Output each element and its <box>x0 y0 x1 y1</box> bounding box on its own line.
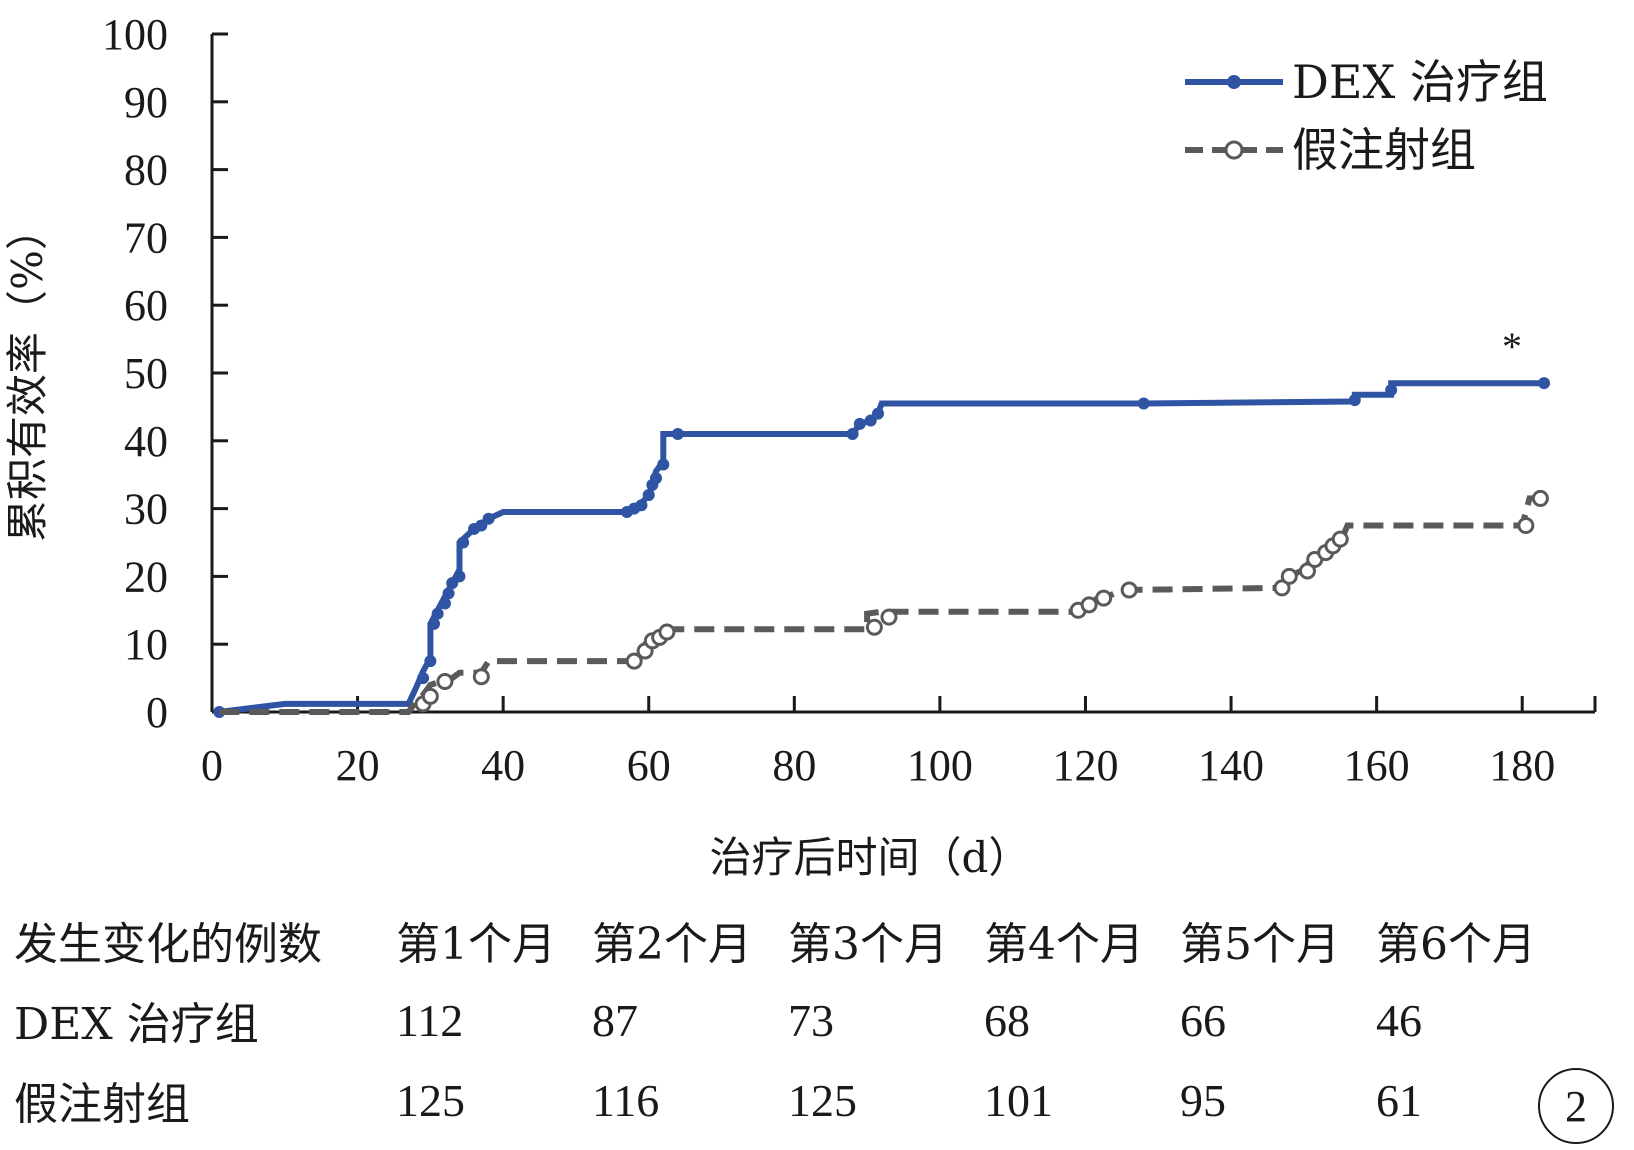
x-tick-label: 0 <box>201 741 223 790</box>
data-point <box>1095 589 1113 607</box>
table-header-cell: 第6个月 <box>1376 919 1536 970</box>
table-cell: 61 <box>1376 1074 1422 1126</box>
table-cell: 116 <box>592 1074 660 1126</box>
data-point <box>1137 397 1150 410</box>
data-point <box>453 570 466 583</box>
table-header-cell: 第1个月 <box>396 919 556 970</box>
table-row: DEX 治疗组 112 87 73 68 66 46 <box>14 980 1572 1060</box>
legend-label-dex: DEX 治疗组 <box>1292 55 1548 109</box>
x-tick-label: 160 <box>1344 741 1410 790</box>
data-point <box>1517 517 1535 535</box>
data-point <box>650 472 663 485</box>
data-point <box>872 407 885 420</box>
data-point <box>428 617 441 630</box>
data-point <box>472 668 490 686</box>
x-tick-label: 60 <box>627 741 671 790</box>
y-tick-label: 0 <box>146 688 168 737</box>
data-point <box>671 428 684 441</box>
data-point <box>657 458 670 471</box>
data-point <box>865 618 883 636</box>
data-point <box>1348 394 1361 407</box>
table-header-cell: 发生变化的例数 <box>14 919 322 970</box>
table-cell: 66 <box>1180 994 1226 1046</box>
table-cell: 87 <box>592 994 638 1046</box>
significance-marker: * <box>1502 324 1522 369</box>
data-point <box>417 672 430 685</box>
series-layer <box>213 377 1551 718</box>
panel-number-badge: 2 <box>1538 1068 1614 1144</box>
y-tick-label: 50 <box>124 349 168 398</box>
data-point <box>1080 596 1098 614</box>
legend-label-sham: 假注射组 <box>1292 123 1476 177</box>
y-tick-label: 90 <box>124 78 168 127</box>
data-point <box>1120 581 1138 599</box>
data-point <box>482 512 495 525</box>
x-axis-title: 治疗后时间（d） <box>710 833 1031 882</box>
data-point <box>1538 377 1551 390</box>
table-row: 假注射组 125 116 125 101 95 61 <box>14 1060 1572 1140</box>
legend: DEX 治疗组 假注射组 <box>1185 55 1548 177</box>
y-tick-label: 100 <box>102 10 168 59</box>
data-point <box>424 655 437 668</box>
data-point <box>1280 567 1298 585</box>
x-tick-label: 140 <box>1198 741 1264 790</box>
table-header-cell: 第4个月 <box>984 919 1144 970</box>
series-sham <box>219 489 1549 715</box>
table-header-cell: 第2个月 <box>592 919 752 970</box>
table-cell: 95 <box>1180 1074 1226 1126</box>
series-dex <box>213 377 1551 718</box>
legend-marker-sham <box>1224 140 1244 160</box>
table-row-label: 假注射组 <box>14 1079 190 1130</box>
legend-marker-dex <box>1227 75 1241 89</box>
x-tick-label: 100 <box>907 741 973 790</box>
y-axis-title: 累积有效率（%） <box>3 208 52 542</box>
table-header-row: 发生变化的例数 第1个月 第2个月 第3个月 第4个月 第5个月 第6个月 <box>14 900 1572 980</box>
data-point <box>846 428 859 441</box>
x-tick-label: 40 <box>481 741 525 790</box>
y-tick-label: 10 <box>124 620 168 669</box>
y-tick-label: 40 <box>124 417 168 466</box>
table-cell: 125 <box>788 1074 857 1126</box>
data-point <box>436 672 454 690</box>
data-point <box>457 536 470 549</box>
data-point <box>853 417 866 430</box>
x-tick-label: 80 <box>772 741 816 790</box>
table-cell: 112 <box>396 994 464 1046</box>
axes: 0 10 20 30 40 50 60 70 80 90 100 0 20 40 60 80 100 120 140… <box>102 10 1597 790</box>
data-point <box>438 597 451 610</box>
data-point <box>625 652 643 670</box>
data-point <box>658 623 676 641</box>
data-point <box>880 608 898 626</box>
table-header-cell: 第3个月 <box>788 919 948 970</box>
y-tick-label: 30 <box>124 485 168 534</box>
data-point <box>1331 530 1349 548</box>
data-point <box>1531 489 1549 507</box>
table-cell: 46 <box>1376 994 1422 1046</box>
data-point <box>635 499 648 512</box>
y-tick-label: 70 <box>124 213 168 262</box>
data-point <box>442 587 455 600</box>
survival-chart: 0 10 20 30 40 50 60 70 80 90 100 0 20 40 60 80 100 120 140… <box>3 10 1597 882</box>
table-cell: 73 <box>788 994 834 1046</box>
x-tick-label: 120 <box>1052 741 1118 790</box>
table-cell: 125 <box>396 1074 465 1126</box>
table-cell: 101 <box>984 1074 1053 1126</box>
table-row-label: DEX 治疗组 <box>14 999 259 1050</box>
y-tick-label: 20 <box>124 552 168 601</box>
table-cell: 68 <box>984 994 1030 1046</box>
data-point <box>1298 562 1316 580</box>
data-point <box>1385 383 1398 396</box>
data-point <box>1273 579 1291 597</box>
y-tick-label: 60 <box>124 281 168 330</box>
x-tick-label: 180 <box>1489 741 1555 790</box>
y-tick-label: 80 <box>124 146 168 195</box>
table-header-cell: 第5个月 <box>1180 919 1340 970</box>
data-point <box>642 489 655 502</box>
data-point <box>421 687 439 705</box>
at-risk-table: 发生变化的例数 第1个月 第2个月 第3个月 第4个月 第5个月 第6个月 DE… <box>14 900 1572 1140</box>
x-tick-label: 20 <box>336 741 380 790</box>
series-line <box>218 380 1544 715</box>
data-point <box>431 607 444 620</box>
